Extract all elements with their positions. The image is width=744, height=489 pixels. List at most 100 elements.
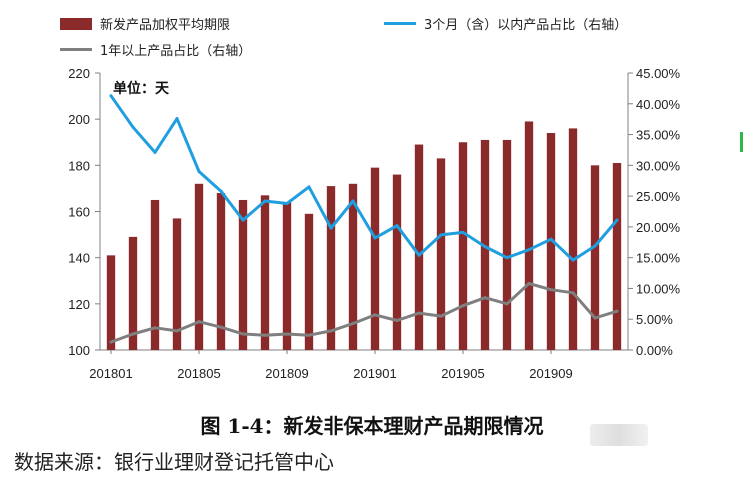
bar [414,144,424,350]
point-short-term [417,253,421,257]
right-tick-label: 5.00% [636,312,673,327]
left-tick-label: 120 [68,297,90,312]
point-long-term [175,329,179,333]
bar [568,128,578,350]
bar [150,199,160,350]
x-tick-label: 201805 [177,366,220,381]
watermark-blur [590,424,648,446]
bar [502,139,512,350]
left-tick-label: 100 [68,343,90,358]
point-short-term [615,218,619,222]
bar [106,255,116,350]
right-tick-label: 25.00% [636,189,681,204]
legend-swatch-long-term [60,48,92,51]
point-long-term [373,313,377,317]
point-short-term [241,218,245,222]
point-short-term [461,230,465,234]
point-long-term [241,332,245,336]
point-short-term [373,236,377,240]
legend-label-short-term: 3个月（含）以内产品占比（右轴） [424,18,628,33]
x-tick-label: 201809 [265,366,308,381]
point-short-term [439,233,443,237]
bar [524,121,534,350]
point-short-term [571,258,575,262]
bar [304,213,314,350]
point-long-term [461,304,465,308]
point-long-term [417,311,421,315]
x-tick-label: 201909 [529,366,572,381]
chart: 100 120 140 160 180 200 220 0.00% 5.00% 10.00% 15.… [68,66,681,381]
point-short-term [131,125,135,129]
x-tick-label: 201905 [441,366,484,381]
point-long-term [527,282,531,286]
edge-marker [740,132,743,152]
point-short-term [483,245,487,249]
point-long-term [483,296,487,300]
data-source: 数据来源：银行业理财登记托管中心 [14,450,334,474]
point-short-term [329,226,333,230]
left-tick-label: 160 [68,205,90,220]
right-tick-label: 20.00% [636,220,681,235]
bar [392,174,402,350]
bar [260,195,270,350]
bar [128,236,138,350]
point-long-term [439,314,443,318]
bar [370,167,380,350]
legend-swatch-bar [60,17,92,30]
right-tick-label: 30.00% [636,158,681,173]
unit-annotation: 单位：天 [113,80,170,97]
legend-swatch-short-term [384,22,416,25]
right-tick-label: 35.00% [636,128,681,143]
bar [612,163,622,350]
right-tick-label: 10.00% [636,281,681,296]
left-tick-label: 180 [68,158,90,173]
point-short-term [175,117,179,121]
legend-item-long-term: 1年以上产品占比（右轴） [60,40,251,59]
point-short-term [395,224,399,228]
legend-item-bar: 新发产品加权平均期限 [60,14,230,33]
point-short-term [307,185,311,189]
bar [238,199,248,350]
bar [590,165,600,350]
point-short-term [505,256,509,260]
point-long-term [615,309,619,313]
bar [348,183,358,350]
right-tick-label: 45.00% [636,66,681,81]
right-tick-label: 0.00% [636,343,673,358]
point-long-term [263,333,267,337]
point-short-term [285,201,289,205]
point-short-term [527,248,531,252]
left-tick-label: 200 [68,112,90,127]
point-long-term [153,326,157,330]
point-short-term [153,150,157,154]
legend-label-bar: 新发产品加权平均期限 [100,18,231,33]
point-long-term [329,329,333,333]
legend-item-short-term: 3个月（含）以内产品占比（右轴） [384,14,627,33]
point-long-term [131,332,135,336]
point-short-term [593,244,597,248]
bar [546,133,556,350]
point-short-term [549,237,553,241]
right-tick-label: 15.00% [636,251,681,266]
bar [172,218,182,350]
point-long-term [307,333,311,337]
point-long-term [505,302,509,306]
point-long-term [285,332,289,336]
left-tick-label: 220 [68,66,90,81]
point-short-term [263,199,267,203]
point-long-term [109,340,113,344]
series-line-short-term [109,94,619,262]
bar [216,193,226,350]
point-long-term [219,325,223,329]
point-long-term [197,320,201,324]
left-tick-label: 140 [68,251,90,266]
series-line-long-term [109,282,619,344]
point-long-term [571,291,575,295]
point-short-term [109,94,113,98]
bar [458,142,468,350]
point-long-term [395,318,399,322]
bar [326,186,336,350]
x-tick-label: 201801 [89,366,132,381]
point-short-term [219,189,223,193]
point-long-term [593,316,597,320]
